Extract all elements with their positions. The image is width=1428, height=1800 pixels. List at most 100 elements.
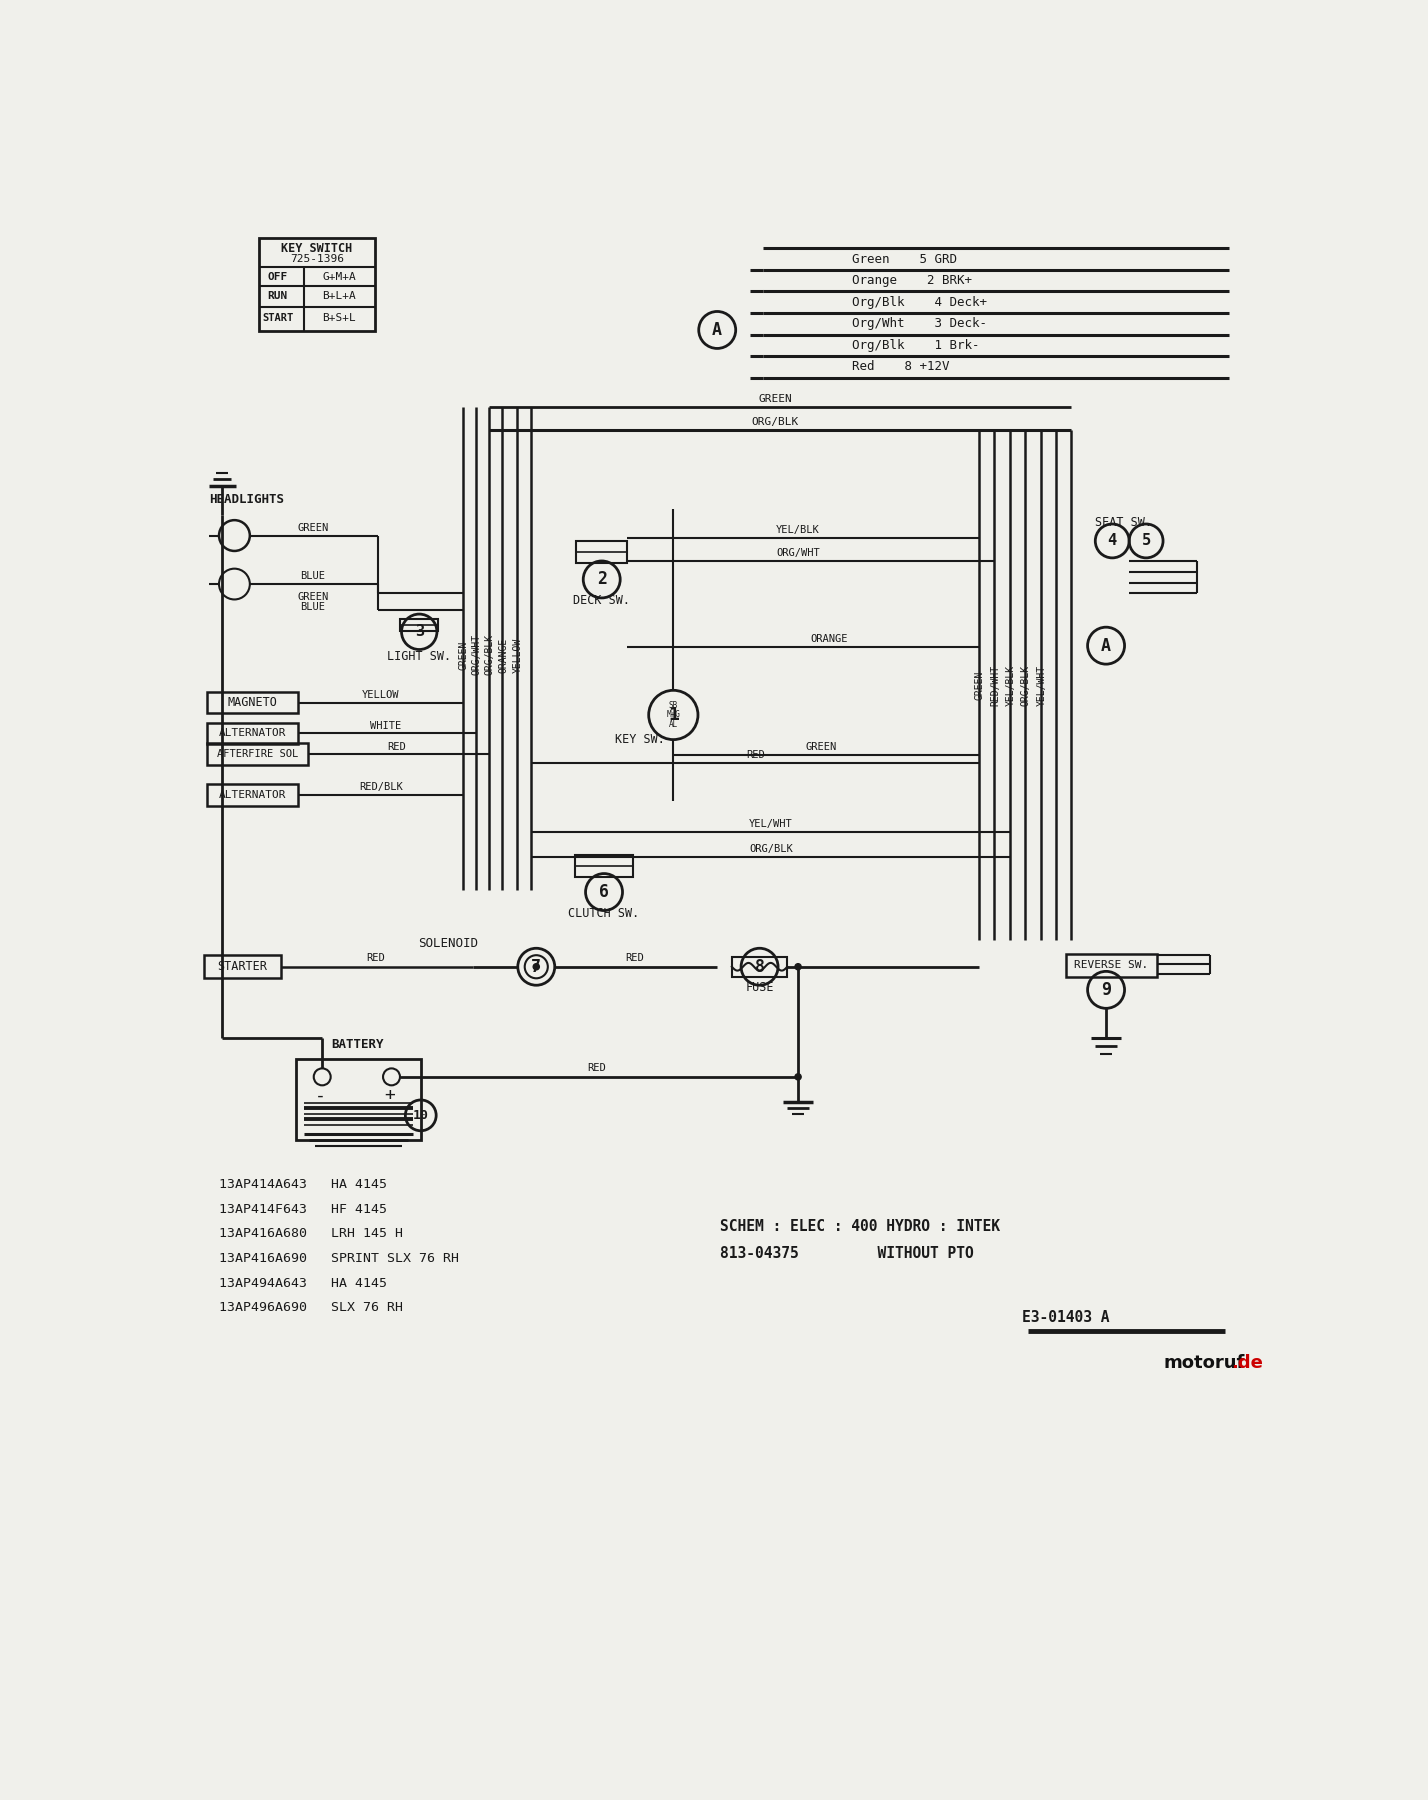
Text: 13AP416A690   SPRINT SLX 76 RH: 13AP416A690 SPRINT SLX 76 RH [218, 1253, 458, 1265]
Text: 6: 6 [598, 884, 608, 902]
Text: BLUE: BLUE [300, 571, 326, 581]
Text: 9: 9 [1101, 981, 1111, 999]
Text: YEL/WHT: YEL/WHT [750, 819, 793, 830]
Text: RUN: RUN [267, 292, 287, 301]
Text: RED: RED [747, 751, 765, 760]
Text: BATTERY: BATTERY [331, 1039, 384, 1051]
Circle shape [795, 963, 801, 970]
Bar [574, 855, 633, 877]
Text: RED: RED [387, 742, 406, 752]
Text: WHITE: WHITE [370, 720, 401, 731]
Text: 13AP496A690   SLX 76 RH: 13AP496A690 SLX 76 RH [218, 1301, 403, 1314]
Text: YELLOW: YELLOW [361, 689, 400, 700]
Text: ORG/WHT: ORG/WHT [473, 634, 483, 675]
Text: ORG/WHT: ORG/WHT [777, 549, 820, 558]
Text: AFTERFIRE SOL: AFTERFIRE SOL [217, 749, 298, 760]
Text: BLUE: BLUE [300, 603, 326, 612]
Circle shape [795, 1075, 801, 1080]
Text: ORANGE: ORANGE [810, 635, 848, 644]
Text: LIGHT SW.: LIGHT SW. [387, 650, 451, 662]
Text: OFF: OFF [267, 272, 287, 283]
Text: RED: RED [587, 1062, 605, 1073]
Text: RED/WHT: RED/WHT [990, 666, 1000, 706]
Text: SCHEM : ELEC : 400 HYDRO : INTEK: SCHEM : ELEC : 400 HYDRO : INTEK [720, 1219, 1000, 1233]
Text: G+M+A: G+M+A [323, 272, 356, 283]
Text: 4: 4 [1108, 533, 1117, 549]
Text: +: + [384, 1087, 396, 1105]
Text: HEADLIGHTS: HEADLIGHTS [208, 493, 284, 506]
Bar [577, 542, 627, 562]
Text: SB: SB [668, 702, 678, 711]
Text: YEL/WHT: YEL/WHT [1037, 666, 1047, 706]
Text: 3: 3 [414, 625, 424, 639]
Text: GREEN: GREEN [458, 641, 468, 670]
Bar [207, 785, 297, 806]
Text: RED/BLK: RED/BLK [358, 783, 403, 792]
Text: Org/Wht    3 Deck-: Org/Wht 3 Deck- [853, 317, 987, 331]
Text: AL: AL [668, 720, 678, 729]
Text: GREEN: GREEN [758, 394, 793, 405]
Text: KEY SW.: KEY SW. [615, 733, 665, 745]
Text: REVERSE SW.: REVERSE SW. [1074, 959, 1148, 970]
Text: ORG/BLK: ORG/BLK [1021, 666, 1031, 706]
Text: A: A [713, 320, 723, 338]
Bar [296, 1058, 421, 1139]
Text: 5: 5 [1141, 533, 1151, 549]
Text: KEY SWITCH: KEY SWITCH [281, 241, 353, 256]
Text: motoruf: motoruf [1164, 1354, 1245, 1372]
Text: CLUTCH SW.: CLUTCH SW. [568, 907, 640, 920]
Bar [207, 743, 308, 765]
Text: STARTER: STARTER [217, 959, 267, 974]
Text: .de: .de [1231, 1354, 1264, 1372]
Text: ALTERNATOR: ALTERNATOR [218, 729, 286, 738]
Text: -: - [316, 1087, 326, 1105]
Circle shape [533, 963, 540, 970]
Text: GREEN: GREEN [805, 742, 837, 752]
Text: 2: 2 [597, 571, 607, 589]
Text: ORG/BLK: ORG/BLK [751, 418, 798, 427]
Text: 1: 1 [668, 706, 678, 724]
Text: 13AP414A643   HA 4145: 13AP414A643 HA 4145 [218, 1179, 387, 1192]
Text: 8: 8 [754, 958, 764, 976]
Text: Red    8 +12V: Red 8 +12V [853, 360, 950, 373]
Text: M+G: M+G [667, 711, 680, 720]
Text: RED: RED [367, 954, 386, 963]
Text: Green    5 GRD: Green 5 GRD [853, 252, 957, 266]
Text: Org/Blk    1 Brk-: Org/Blk 1 Brk- [853, 338, 980, 351]
Text: YELLOW: YELLOW [513, 637, 523, 673]
Text: GREEN: GREEN [297, 592, 328, 603]
Bar [731, 958, 787, 977]
Text: E3-01403 A: E3-01403 A [1022, 1310, 1110, 1325]
Bar [400, 619, 438, 632]
Text: 7: 7 [531, 958, 541, 976]
Text: 10: 10 [413, 1109, 428, 1121]
Text: ALTERNATOR: ALTERNATOR [218, 790, 286, 799]
Text: YEL/BLK: YEL/BLK [1005, 666, 1015, 706]
Text: MAGNETO: MAGNETO [227, 697, 277, 709]
Text: YEL/BLK: YEL/BLK [777, 526, 820, 535]
Text: SEAT SW.: SEAT SW. [1094, 517, 1151, 529]
Text: Orange    2 BRK+: Orange 2 BRK+ [853, 274, 972, 288]
Text: FUSE: FUSE [745, 981, 774, 994]
Bar [204, 956, 281, 979]
Text: Org/Blk    4 Deck+: Org/Blk 4 Deck+ [853, 295, 987, 310]
Text: 725-1396: 725-1396 [290, 254, 344, 265]
Text: B+L+A: B+L+A [323, 292, 356, 301]
Text: B+S+L: B+S+L [323, 313, 356, 324]
Text: DECK SW.: DECK SW. [573, 594, 630, 608]
Text: ORG/BLK: ORG/BLK [750, 844, 793, 853]
Text: A: A [1101, 637, 1111, 655]
Text: 13AP416A680   LRH 145 H: 13AP416A680 LRH 145 H [218, 1228, 403, 1240]
Text: ORG/BLK: ORG/BLK [484, 634, 494, 675]
Text: GREEN: GREEN [975, 671, 985, 700]
Text: START: START [261, 313, 293, 324]
Text: SOLENOID: SOLENOID [418, 938, 478, 950]
Bar [258, 238, 374, 331]
Text: 13AP494A643   HA 4145: 13AP494A643 HA 4145 [218, 1276, 387, 1291]
Text: RED: RED [625, 952, 644, 963]
Text: 13AP414F643   HF 4145: 13AP414F643 HF 4145 [218, 1202, 387, 1215]
Bar [207, 722, 297, 743]
Text: 813-04375         WITHOUT PTO: 813-04375 WITHOUT PTO [720, 1246, 974, 1262]
Bar [1067, 954, 1157, 977]
Bar [207, 691, 297, 713]
